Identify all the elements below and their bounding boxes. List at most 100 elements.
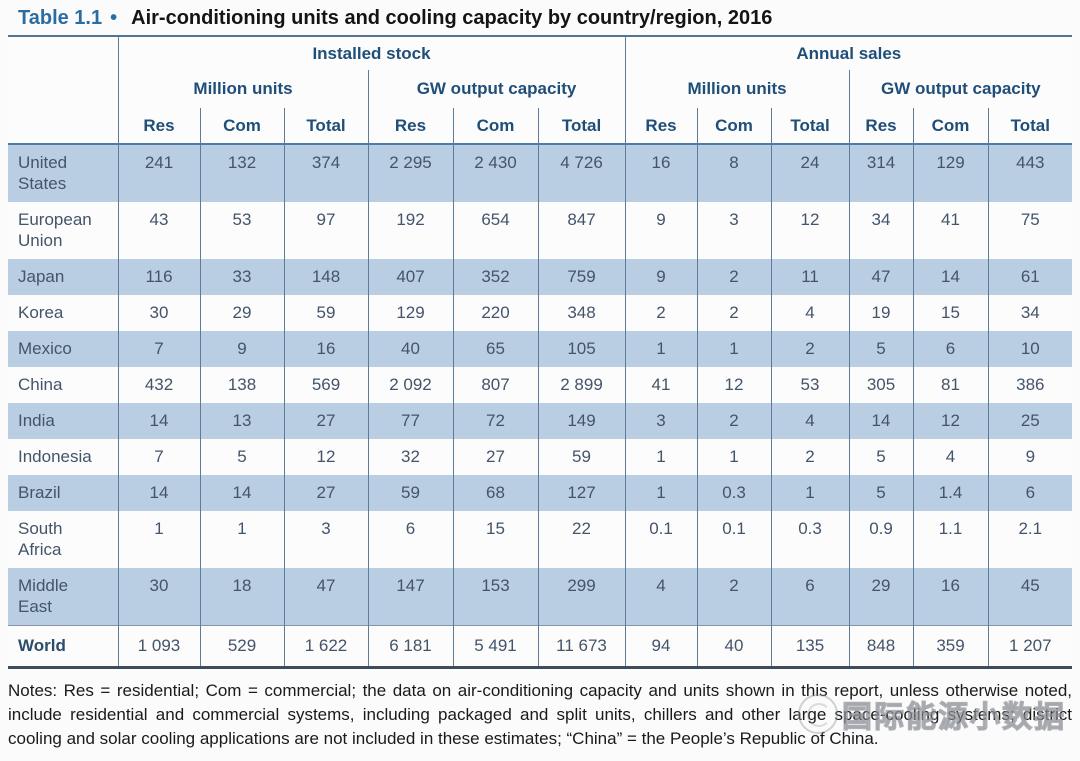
cell: 5 [199,439,284,475]
cell: 14 [848,403,914,439]
cell: 105 [537,331,626,367]
cell: 5 [848,475,914,511]
cell: 759 [537,259,626,295]
cell: 45 [987,568,1073,626]
row-label: China [18,375,63,394]
row-label: Middle East [8,568,118,626]
cell: 129 [367,295,453,331]
cell: 132 [199,144,284,202]
cell: 3 [696,202,772,259]
cell: 5 [848,439,914,475]
cell: 0.1 [696,511,772,568]
column-header-res-0: Res [117,108,200,145]
table-row: Brazil 14 14 27 59 68 127 1 0.3 1 5 1.4 6 [8,475,1073,511]
row-label: Brazil [8,475,118,511]
column-header-res-3: Res [367,108,453,145]
cell: 1.4 [912,475,989,511]
subgroup-header-installed-million-units: Million units [118,70,368,108]
subgroup-header-installed-gw-capacity: GW output capacity [367,70,626,108]
cell: 848 [848,625,914,668]
notes-text: Notes: Res = residential; Com = commerci… [8,681,1072,748]
cell: 8 [696,144,772,202]
cell: 407 [367,259,453,295]
cell: 192 [367,202,453,259]
cell: 43 [117,202,200,259]
cell: 0.1 [624,511,698,568]
cell: 14 [199,475,284,511]
row-label: Japan [8,259,118,295]
cell: 127 [537,475,626,511]
cell: 1 [696,439,772,475]
cell: 348 [537,295,626,331]
cell: 1 [624,475,698,511]
cell: 53 [199,202,284,259]
cell: 149 [537,403,626,439]
column-header-com-7: Com [696,108,772,145]
cell: 1 207 [987,625,1073,668]
cell: 4 [624,568,698,626]
cell: 138 [199,367,284,403]
cell: 16 [283,331,368,367]
table-row: World 1 093 529 1 622 6 181 5 491 11 673 94 40 13… [8,625,1073,668]
cell: 1 [696,331,772,367]
cell: 6 [367,511,453,568]
cell: 77 [367,403,453,439]
group-header-row: Installed stock Annual sales [8,36,1073,145]
table-row: European Union 43 53 97 192 654 847 9 3 12 34 41 75 [8,202,1073,259]
cell: 3 [283,511,368,568]
cell: 6 [770,568,850,626]
row-label: Indonesia [18,447,92,466]
cell: 1.1 [912,511,989,568]
cell: 59 [537,439,626,475]
cell: 1 [770,475,850,511]
cell: 40 [367,331,453,367]
row-label: Mexico [8,331,118,367]
cell: 7 [117,331,200,367]
cell: 5 491 [452,625,538,668]
cell: 0.9 [848,511,914,568]
corner-cell [8,36,119,145]
cell: 2 092 [367,367,453,403]
cell: 72 [452,403,538,439]
cell: 1 [199,511,284,568]
cell: 14 [117,403,200,439]
cell: 97 [283,202,368,259]
cell: 135 [770,625,850,668]
cell: 19 [848,295,914,331]
cell: 81 [912,367,989,403]
cell: 386 [987,367,1073,403]
table-row: China 432 138 569 2 092 807 2 899 41 12 53 305 81 38… [8,367,1073,403]
cell: 529 [199,625,284,668]
cell: 41 [624,367,698,403]
cell: 2 [770,331,850,367]
cell: 2 [696,568,772,626]
cell: 47 [283,568,368,626]
cell: 847 [537,202,626,259]
cell: 47 [848,259,914,295]
cell: 1 093 [117,625,200,668]
column-header-total-5: Total [537,108,626,145]
cell: 443 [987,144,1073,202]
cell: 11 673 [537,625,626,668]
cell: 4 [912,439,989,475]
cell: 34 [848,202,914,259]
row-label: United States [8,144,118,202]
cell: 7 [117,439,200,475]
cell: 1 [624,331,698,367]
cell: 32 [367,439,453,475]
table-row: United States 241 132 374 2 295 2 430 4 726 16 8… [8,144,1073,202]
cell: 27 [452,439,538,475]
cell: 41 [912,202,989,259]
table-row: Middle East 30 18 47 147 153 299 4 2 6 29 16 45 [8,568,1073,626]
column-header-res-9: Res [848,108,914,145]
cell: 61 [987,259,1073,295]
cell: 2 [696,259,772,295]
cell: 16 [912,568,989,626]
cell: 59 [367,475,453,511]
cell: 5 [848,331,914,367]
cell: 10 [987,331,1073,367]
cell: 40 [696,625,772,668]
cell: 432 [117,367,200,403]
cell: 24 [770,144,850,202]
column-header-total-8: Total [770,108,850,145]
